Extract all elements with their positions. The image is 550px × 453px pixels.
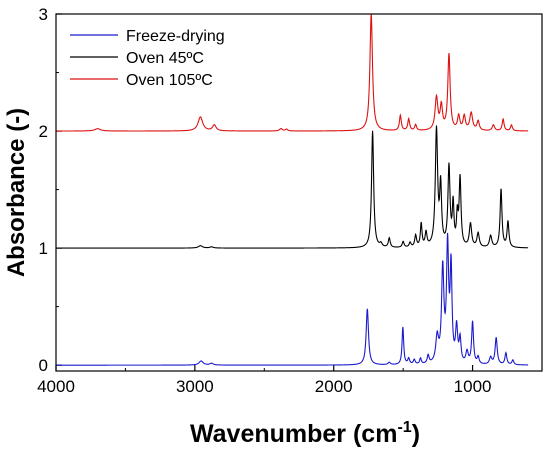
x-tick-label: 2000 [315,377,353,396]
series-line-3 [56,14,529,132]
plot-frame [55,13,543,372]
series-layer [56,14,529,366]
legend-label: Freeze-drying [126,28,225,45]
x-axis-title-main: Wavenumber (cm [190,420,397,448]
series-line-1 [56,232,529,366]
legend: Freeze-drying Oven 45ºC Oven 105ºC [70,28,225,89]
x-tick-label: 3000 [176,377,214,396]
y-tick-label: 3 [39,5,48,24]
axis-titles: Wavenumber (cm-1) Absorbance (-) [3,108,420,448]
x-axis-title: Wavenumber (cm-1) [190,419,420,448]
x-tick-label: 4000 [37,377,75,396]
y-tick-label: 1 [39,239,48,258]
x-axis-title-sup: -1 [397,419,411,436]
legend-label: Oven 105ºC [126,72,213,89]
x-axis-title-tail: ) [412,420,420,448]
series-line-2 [56,125,529,249]
x-tick-label: 1000 [454,377,492,396]
y-tick-label: 2 [39,122,48,141]
y-tick-label: 0 [39,356,48,375]
legend-label: Oven 45ºC [126,50,204,67]
tick-layer: 4000 3000 2000 1000 0 1 2 3 [37,5,543,396]
y-axis-title: Absorbance (-) [3,108,30,277]
